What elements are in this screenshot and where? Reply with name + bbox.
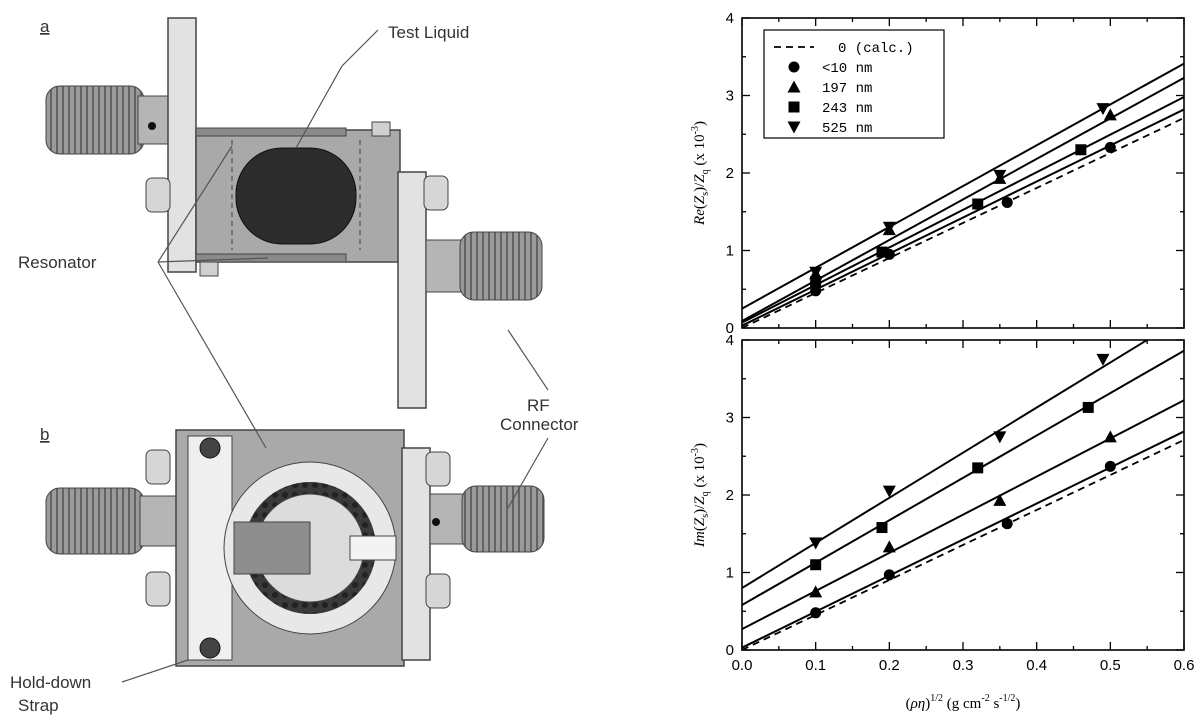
chart-bottom-point-1-3 (1103, 430, 1117, 443)
chart-bottom-point-3-3 (1096, 353, 1110, 366)
chart-top-point-0-3 (1104, 141, 1116, 153)
callout-lines (121, 29, 549, 683)
legend-label-1: <10 nm (822, 61, 872, 77)
chart-bottom-point-0-1 (883, 569, 895, 581)
chart-bottom-series (742, 340, 1184, 650)
chart-bottom-fit-line-3 (742, 340, 1149, 589)
chart-bottom-point-2-0 (810, 559, 822, 571)
hold-down-label: Hold-down (10, 673, 91, 692)
chart-bottom-ytick-label: 3 (726, 410, 734, 427)
rf-label: RF (527, 396, 550, 415)
chart-bottom-fit-line-0 (742, 430, 1184, 649)
chart-bottom: 0 1 2 3 4 0.0 0.1 0.2 0.3 0.4 0.5 0.6 Im(Zs)/Zq (x … (690, 332, 1195, 712)
chart-bottom-xtick-label: 0.4 (1026, 657, 1047, 674)
panel-b-label: b (40, 425, 49, 444)
chart-top-point-3-0 (809, 266, 823, 279)
rf-connector-label: Connector (500, 415, 579, 434)
chart-top-point-2-2 (972, 198, 984, 210)
legend-label-4: 525 nm (822, 121, 872, 137)
chart-top-calc-line (742, 117, 1184, 328)
resonator-label: Resonator (18, 253, 97, 272)
chart-top-point-3-1 (882, 221, 896, 234)
chart-bottom-xtick-label: 0.1 (805, 657, 826, 674)
chart-bottom-xtick-label: 0.6 (1174, 657, 1195, 674)
chart-bottom-point-2-3 (1082, 401, 1094, 413)
chart-top-fit-line-0 (742, 108, 1184, 327)
chart-bottom-point-0-0 (810, 607, 822, 619)
test-liquid-label: Test Liquid (388, 23, 469, 42)
legend-label-2: 197 nm (822, 81, 872, 97)
screw-right-a (423, 175, 449, 211)
chart-top-point-1-3 (1103, 108, 1117, 121)
chart-bottom-point-1-1 (882, 540, 896, 553)
chart-bottom-ylabel: Im(Zs)/Zq (x 10-3) (690, 443, 711, 548)
chart-top-point-2-0 (810, 276, 822, 287)
chart-top-ytick-label: 0 (726, 320, 734, 337)
chart-bottom-point-2-1 (876, 522, 888, 534)
chart-bottom-calc-line (742, 439, 1184, 650)
chart-top-ytick-label: 1 (726, 243, 734, 260)
rf-connector-left-b (45, 487, 177, 555)
chart-bottom-fit-line-2 (742, 349, 1184, 606)
chart-top-legend: 0 (calc.) <10 nm 197 nm 243 nm 525 nm (763, 29, 945, 139)
chart-top-point-0-0 (810, 285, 822, 297)
chart-bottom-xtick-label: 0.2 (879, 657, 900, 674)
legend-label-3: 243 nm (822, 101, 872, 117)
chart-top-ytick-label: 4 (726, 10, 734, 27)
rf-connector-left-a (45, 85, 171, 155)
chart-bottom-point-0-2 (1001, 518, 1013, 530)
test-liquid-chamber (235, 147, 357, 245)
chart-top-point-2-3 (1075, 144, 1087, 156)
chart-bottom-point-3-2 (993, 431, 1007, 444)
chart-top-axes: 0 1 2 3 4 (726, 10, 1185, 337)
chart-bottom-point-3-0 (809, 537, 823, 550)
chart-top-ytick-label: 3 (726, 88, 734, 105)
chart-bottom-xlabel: (ρη)1/2 (g cm-2 s-1/2) (906, 693, 1021, 712)
chart-top-point-3-3 (1096, 103, 1110, 116)
chart-top-ylabel: Re(Zs)/Zq (x 10-3) (690, 121, 711, 226)
rf-connector-right-b (429, 485, 545, 553)
chart-bottom-axes: 0 1 2 3 4 0.0 0.1 0.2 0.3 0.4 0.5 0.6 (726, 332, 1195, 674)
chart-bottom-point-1-2 (993, 493, 1007, 506)
chart-bottom-frame (741, 339, 1185, 651)
chart-bottom-fit-line-1 (742, 399, 1184, 630)
chart-bottom-point-0-3 (1104, 460, 1116, 472)
legend-label-0: 0 (calc.) (838, 41, 914, 57)
rf-connector-right-a (425, 231, 543, 301)
chart-bottom-plot-area (742, 340, 1184, 650)
chart-top-point-2-1 (876, 246, 888, 258)
chart-bottom-xtick-label: 0.0 (732, 657, 753, 674)
chart-top-point-3-2 (993, 169, 1007, 182)
chart-bottom-point-3-1 (882, 485, 896, 498)
legend-marker-3 (788, 101, 800, 113)
screw-left-a (145, 177, 171, 213)
chart-bottom-ytick-label: 4 (726, 332, 734, 349)
chart-top-ytick-label: 2 (726, 165, 734, 182)
strap-label: Strap (18, 696, 59, 715)
chart-bottom-point-2-2 (972, 462, 984, 474)
chart-top-point-0-2 (1001, 196, 1013, 208)
legend-marker-4 (787, 121, 801, 134)
chart-bottom-ytick-label: 1 (726, 565, 734, 582)
chart-bottom-xtick-label: 0.3 (953, 657, 974, 674)
chart-top-plot-area (742, 62, 1184, 328)
chart-bottom-ytick-label: 2 (726, 487, 734, 504)
chart-bottom-ytick-label: 0 (726, 642, 734, 659)
device-diagram: a b (10, 17, 579, 715)
chart-top-series (742, 62, 1184, 328)
legend-marker-2 (787, 80, 801, 93)
panel-a-label: a (40, 17, 50, 36)
legend-marker-1 (788, 61, 800, 73)
chart-bottom-xtick-label: 0.5 (1100, 657, 1121, 674)
flange-right-a (397, 171, 427, 409)
chart-bottom-point-1-0 (809, 585, 823, 598)
flange-left-a (167, 17, 197, 273)
